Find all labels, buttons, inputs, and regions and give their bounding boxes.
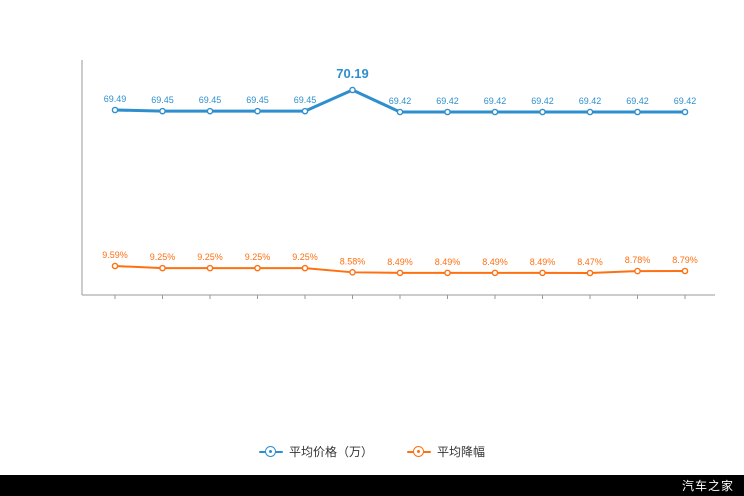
svg-text:69.45: 69.45 [199, 95, 222, 105]
svg-text:9.59%: 9.59% [102, 250, 128, 260]
watermark-bar: 汽车之家 [0, 475, 744, 496]
svg-text:69.49: 69.49 [104, 94, 127, 104]
svg-text:69.45: 69.45 [294, 95, 317, 105]
svg-text:69.42: 69.42 [389, 96, 412, 106]
svg-text:8.49%: 8.49% [387, 257, 413, 267]
svg-text:69.42: 69.42 [436, 96, 459, 106]
legend-label-price: 平均价格（万） [288, 445, 373, 459]
svg-text:69.42: 69.42 [674, 96, 697, 106]
svg-text:9.25%: 9.25% [150, 252, 176, 262]
svg-text:69.45: 69.45 [246, 95, 269, 105]
svg-text:69.42: 69.42 [579, 96, 602, 106]
svg-text:8.49%: 8.49% [435, 257, 461, 267]
svg-text:69.45: 69.45 [151, 95, 174, 105]
svg-text:8.58%: 8.58% [340, 256, 366, 266]
svg-text:8.49%: 8.49% [530, 257, 556, 267]
svg-text:8.49%: 8.49% [482, 257, 508, 267]
svg-text:8.47%: 8.47% [577, 257, 603, 267]
svg-text:69.42: 69.42 [626, 96, 649, 106]
legend-label-discount: 平均降幅 [437, 445, 486, 459]
svg-text:70.19: 70.19 [336, 66, 369, 81]
legend-item-discount[interactable]: 平均降幅 [407, 443, 485, 460]
chart-area: 69.49 69.45 69.45 69.45 69.45 70.19 69.42 69.42… [81, 60, 715, 299]
svg-text:69.42: 69.42 [484, 96, 507, 106]
line-chart: 69.49 69.45 69.45 69.45 69.45 70.19 69.42 69.42… [81, 60, 715, 299]
svg-text:9.25%: 9.25% [292, 252, 318, 262]
svg-text:69.42: 69.42 [531, 96, 554, 106]
svg-text:8.79%: 8.79% [672, 255, 698, 265]
svg-text:9.25%: 9.25% [245, 252, 271, 262]
svg-text:8.78%: 8.78% [625, 255, 651, 265]
svg-text:9.25%: 9.25% [197, 252, 223, 262]
legend-marker-price-icon [258, 445, 283, 458]
chart-legend: 平均价格（万） 平均降幅 [0, 443, 744, 460]
legend-item-price[interactable]: 平均价格（万） [258, 443, 373, 460]
legend-marker-discount-icon [407, 445, 431, 458]
watermark-text: 汽车之家 [681, 479, 734, 493]
